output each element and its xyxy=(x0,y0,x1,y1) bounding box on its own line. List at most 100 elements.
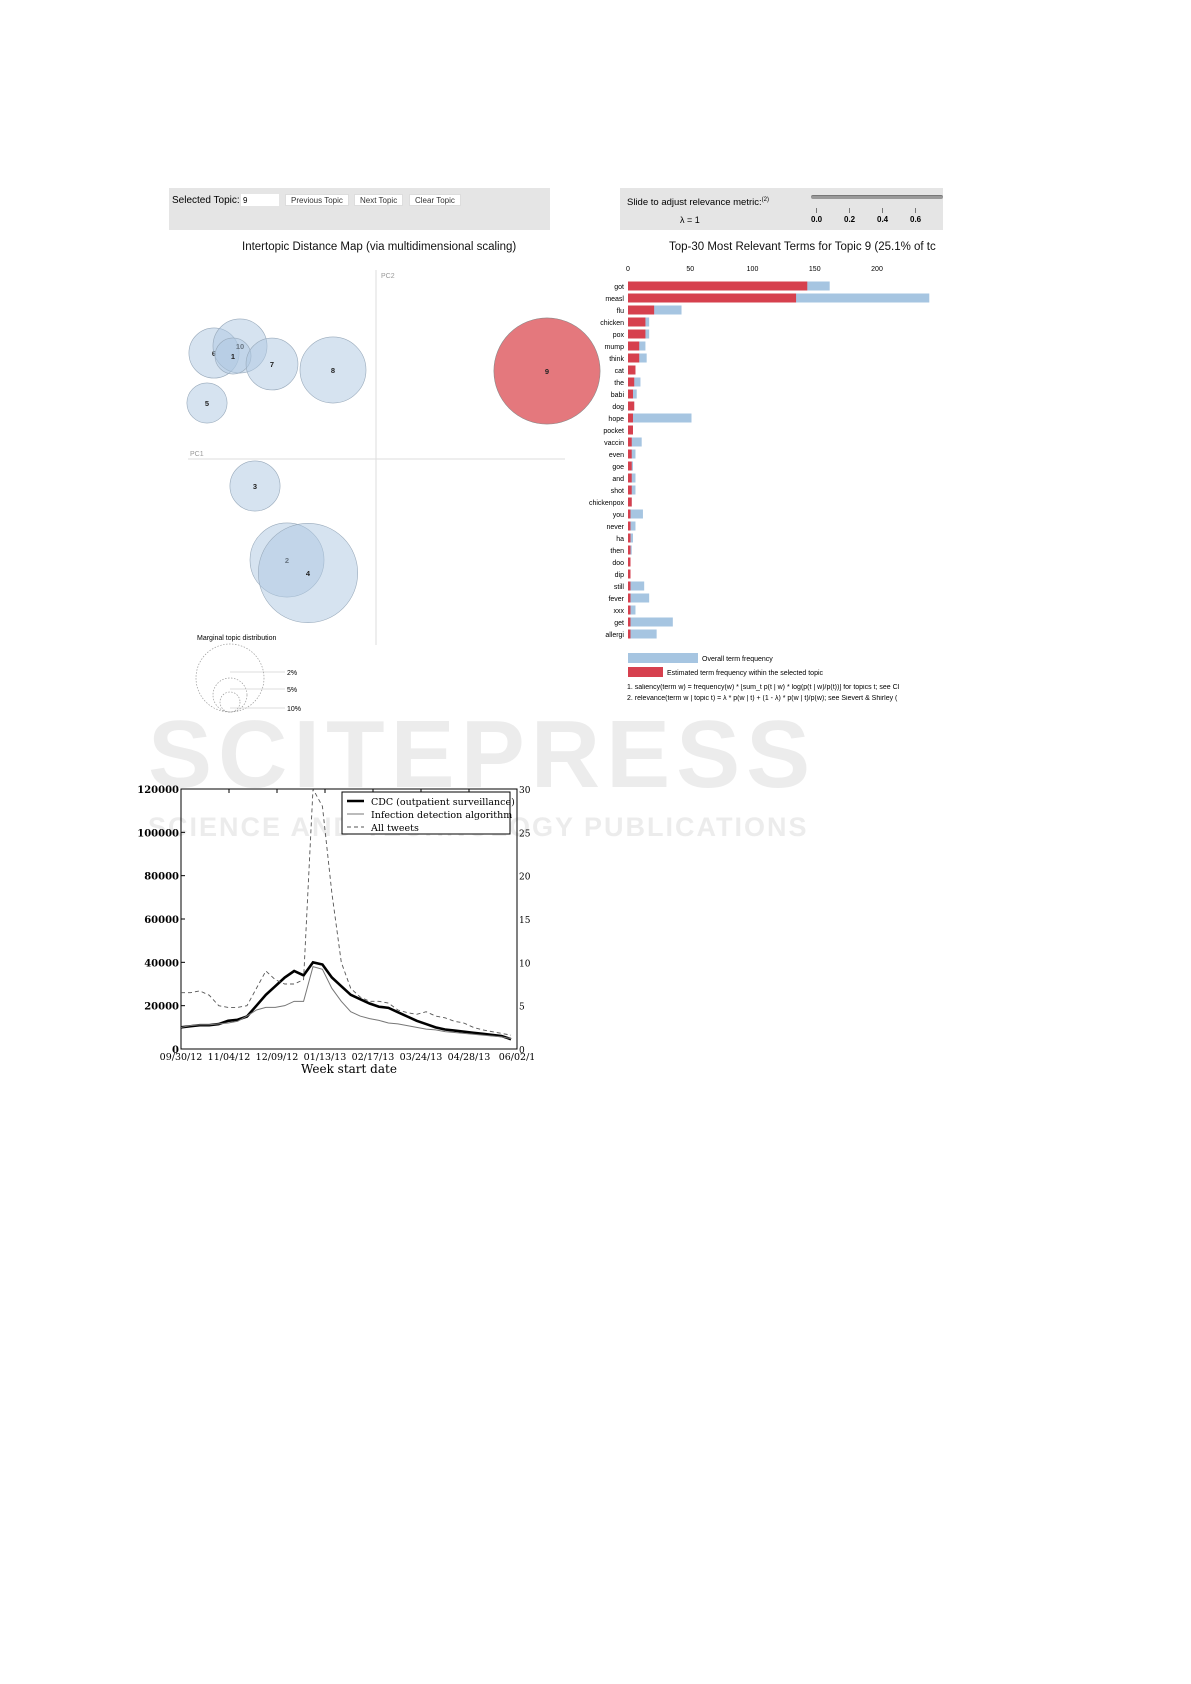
topic-frequency-bar xyxy=(628,557,631,567)
left-ytick-label: 80000 xyxy=(144,872,179,883)
topic-frequency-bar xyxy=(628,581,631,591)
left-ytick-label: 100000 xyxy=(137,828,179,839)
term-label: babi xyxy=(611,392,625,399)
overall-frequency-bar xyxy=(628,521,636,531)
slider-label-text: Slide to adjust relevance metric: xyxy=(627,197,762,209)
term-label: ha xyxy=(616,536,624,543)
x-axis-label: Week start date xyxy=(301,1062,397,1076)
term-label: the xyxy=(614,380,624,387)
footnote-1: 1. saliency(term w) = frequency(w) * [su… xyxy=(627,684,900,691)
topic-frequency-bar xyxy=(628,545,631,555)
xtick-label: 03/24/13 xyxy=(400,1052,443,1063)
term-label: pox xyxy=(613,332,625,339)
slider-tick xyxy=(816,208,817,213)
terms-chart-title: Top-30 Most Relevant Terms for Topic 9 (… xyxy=(669,241,936,253)
term-label: measl xyxy=(605,296,624,303)
topic-frequency-bar xyxy=(628,401,635,411)
term-label: dog xyxy=(612,404,624,411)
term-label: mump xyxy=(605,344,625,351)
lambda-value: λ = 1 xyxy=(680,215,700,225)
legend-box xyxy=(341,791,511,835)
clear-topic-button[interactable]: Clear Topic xyxy=(409,194,461,206)
term-label: then xyxy=(610,548,624,555)
term-label: you xyxy=(613,512,624,519)
term-label: flu xyxy=(617,308,625,315)
topic-bubble-8 xyxy=(299,336,367,404)
marginal-legend-label: 5% xyxy=(287,687,297,694)
term-label: still xyxy=(614,584,625,591)
topic-frequency-bar xyxy=(628,281,808,291)
term-label: xxx xyxy=(614,608,625,615)
topic-frequency-bar xyxy=(628,593,631,603)
topic-label-7: 7 xyxy=(270,360,274,369)
topic-frequency-bar xyxy=(628,617,631,627)
topic-frequency-bar xyxy=(628,629,631,639)
term-label: goe xyxy=(612,464,624,471)
marginal-legend-circle xyxy=(195,643,265,713)
term-label: and xyxy=(612,476,624,483)
topic-frequency-bar xyxy=(628,389,633,399)
next-topic-button[interactable]: Next Topic xyxy=(354,194,404,206)
right-ytick-label: 5 xyxy=(519,1003,525,1013)
overall-frequency-bar xyxy=(628,509,643,519)
slider-tick-label: 0.4 xyxy=(877,215,889,224)
slider-tick xyxy=(915,208,916,213)
term-label: doo xyxy=(612,560,624,567)
term-label: hope xyxy=(608,416,624,423)
left-ytick-label: 20000 xyxy=(144,1002,179,1013)
term-label: chickenpox xyxy=(589,500,625,507)
overall-frequency-bar xyxy=(628,413,692,423)
topic-label-8: 8 xyxy=(331,366,335,375)
overall-frequency-bar xyxy=(628,629,657,639)
topic-frequency-bar xyxy=(628,305,655,315)
topic-frequency-bar xyxy=(628,365,636,375)
marginal-legend-circle xyxy=(219,691,241,713)
footnote-2: 2. relevance(term w | topic t) = λ * p(w… xyxy=(627,695,898,702)
topic-frequency-bar xyxy=(628,569,631,579)
topic-label-5: 5 xyxy=(205,399,209,408)
slider-tick-label: 0.6 xyxy=(910,215,922,224)
xtick-label: 02/17/13 xyxy=(352,1052,395,1063)
term-label: fever xyxy=(608,596,624,603)
topic-frequency-bar xyxy=(628,341,640,351)
xtick-label: 11/04/12 xyxy=(208,1052,251,1063)
relevance-slider[interactable] xyxy=(811,195,943,199)
selected-topic-input[interactable] xyxy=(241,194,279,206)
overall-frequency-bar xyxy=(628,305,682,315)
topic-label-4: 4 xyxy=(306,569,311,578)
overall-frequency-bar xyxy=(628,593,650,603)
bar-xtick-label: 0 xyxy=(626,266,630,273)
slider-tick xyxy=(849,208,850,213)
left-ytick-label: 120000 xyxy=(137,785,179,796)
series-line-1 xyxy=(181,966,512,1040)
previous-topic-button[interactable]: Previous Topic xyxy=(285,194,349,206)
topic-frequency-bar xyxy=(628,533,631,543)
topic-frequency-bar xyxy=(628,605,631,615)
topic-bubble-5 xyxy=(186,382,228,424)
topic-bubble-9 xyxy=(493,317,601,425)
left-ytick-label: 60000 xyxy=(144,915,179,926)
term-label: dip xyxy=(615,572,624,579)
xtick-label: 09/30/12 xyxy=(160,1052,203,1063)
topic-frequency-bar xyxy=(628,461,632,471)
left-ytick-label: 40000 xyxy=(144,958,179,969)
slider-tick-label: 0.2 xyxy=(844,215,856,224)
right-ytick-label: 15 xyxy=(519,916,531,926)
topic-frequency-bar xyxy=(628,329,646,339)
marginal-legend-label: 10% xyxy=(287,706,301,713)
intertopic-distance-map: PC2PC161017859324Marginal topic distribu… xyxy=(186,266,930,713)
xtick-label: 04/28/13 xyxy=(448,1052,491,1063)
flu-timeseries-chart: 0 0 20000 5 40000 10 60000 15 80000 20 100000 25 120… xyxy=(137,785,535,1076)
term-label: think xyxy=(609,356,624,363)
term-label: chicken xyxy=(600,320,624,327)
topic-frequency-bar xyxy=(628,293,797,303)
right-ytick-label: 0 xyxy=(519,1046,525,1056)
topic-frequency-bar xyxy=(628,509,631,519)
term-label: allergi xyxy=(605,632,624,639)
term-label: cat xyxy=(615,368,624,375)
topic-frequency-bar xyxy=(628,425,633,435)
legend-overall-label: Overall term frequency xyxy=(702,656,773,663)
topic-bubble-4 xyxy=(257,522,359,624)
right-ytick-label: 20 xyxy=(519,873,531,883)
